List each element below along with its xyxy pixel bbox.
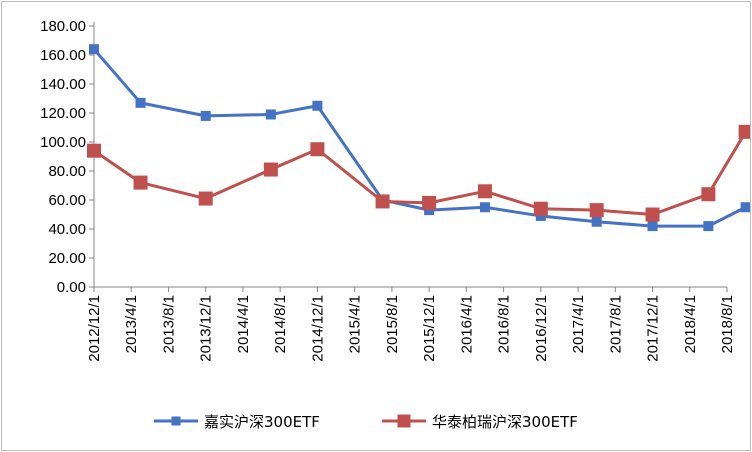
data-point (265, 109, 276, 120)
x-tick-label: 2012/12/1 (86, 295, 103, 362)
x-tick-label: 2014/12/1 (309, 295, 326, 362)
data-point (591, 216, 602, 227)
legend-label: 嘉实沪深300ETF (204, 413, 320, 431)
legend-marker (397, 414, 411, 428)
x-tick-label: 2014/4/1 (235, 295, 252, 353)
y-tick-label: 160.00 (40, 47, 86, 64)
x-tick-label: 2016/4/1 (458, 295, 475, 353)
data-point (135, 97, 146, 108)
legend-marker (171, 416, 181, 426)
x-tick-label: 2013/4/1 (123, 295, 140, 353)
x-tick-label: 2016/8/1 (496, 295, 513, 353)
data-point (263, 162, 278, 177)
x-tick-label: 2018/4/1 (682, 295, 699, 353)
data-point (701, 187, 716, 202)
legend-label: 华泰柏瑞沪深300ETF (432, 413, 578, 431)
x-tick-label: 2017/4/1 (570, 295, 587, 353)
x-tick-label: 2017/8/1 (607, 295, 624, 353)
data-point (589, 203, 604, 218)
series-line (92, 48, 747, 228)
data-point (738, 124, 750, 139)
y-tick-label: 20.00 (48, 250, 86, 267)
data-point (200, 110, 211, 121)
legend-item-2: 华泰柏瑞沪深300ETF (382, 413, 578, 431)
x-tick-label: 2015/8/1 (384, 295, 401, 353)
x-tick-label: 2015/12/1 (421, 295, 438, 362)
y-tick-label: 100.00 (40, 134, 86, 151)
data-point (703, 221, 714, 232)
series-line (93, 131, 747, 216)
data-point (310, 142, 325, 157)
data-point (422, 195, 437, 210)
x-tick-label: 2017/12/1 (645, 295, 662, 362)
x-tick-label: 2013/12/1 (198, 295, 215, 362)
data-point (89, 44, 99, 55)
y-tick-label: 80.00 (48, 163, 86, 180)
data-point (312, 100, 323, 111)
series-2 (87, 124, 750, 222)
data-point (477, 184, 492, 199)
data-point (647, 221, 658, 232)
x-tick-label: 2016/12/1 (533, 295, 550, 362)
y-tick-label: 180.00 (40, 18, 86, 35)
data-point (533, 201, 548, 216)
data-point (740, 202, 750, 213)
legend-item-1: 嘉实沪深300ETF (154, 413, 320, 431)
y-tick-label: 40.00 (48, 221, 86, 238)
x-tick-label: 2014/8/1 (272, 295, 289, 353)
data-point (479, 202, 490, 213)
y-tick-label: 140.00 (40, 76, 86, 93)
x-tick-label: 2013/8/1 (160, 295, 177, 353)
x-tick-label: 2018/8/1 (719, 295, 736, 353)
data-point (198, 191, 213, 206)
data-point (87, 143, 101, 158)
data-point (375, 194, 390, 209)
data-point (133, 175, 148, 190)
x-tick-label: 2015/4/1 (347, 295, 364, 353)
y-tick-label: 60.00 (48, 192, 86, 209)
y-tick-label: 0.00 (57, 279, 86, 296)
data-point (645, 207, 660, 222)
y-tick-label: 120.00 (40, 105, 86, 122)
